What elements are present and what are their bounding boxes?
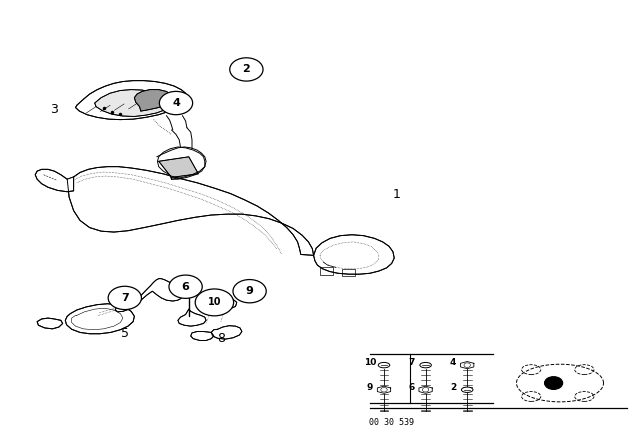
Polygon shape [67,167,314,255]
Circle shape [169,275,202,298]
Circle shape [159,91,193,115]
Text: 1: 1 [393,188,401,202]
Polygon shape [178,309,206,326]
Polygon shape [115,279,182,312]
Ellipse shape [420,362,431,368]
Text: 8: 8 [217,332,225,345]
Polygon shape [159,157,198,177]
Text: 9: 9 [246,286,253,296]
Polygon shape [314,235,394,274]
Text: 10: 10 [364,358,376,367]
Polygon shape [461,362,474,369]
Bar [342,269,355,276]
Circle shape [233,280,266,303]
Text: 9: 9 [367,383,373,392]
Polygon shape [37,318,63,329]
Text: 4: 4 [450,358,456,367]
Text: 10: 10 [207,297,221,307]
Text: 6: 6 [182,282,189,292]
Polygon shape [191,332,214,340]
Polygon shape [212,298,237,310]
Text: 6: 6 [408,383,415,392]
Text: 5: 5 [121,327,129,340]
Polygon shape [378,386,390,393]
Polygon shape [76,81,187,120]
Ellipse shape [378,362,390,368]
Text: 3: 3 [51,103,58,116]
Text: 7: 7 [121,293,129,303]
Text: 2: 2 [243,65,250,74]
Bar [320,267,333,275]
Circle shape [108,286,141,310]
Ellipse shape [461,387,473,392]
Circle shape [545,377,563,389]
Polygon shape [35,169,74,192]
Polygon shape [419,386,432,393]
Polygon shape [180,285,197,295]
Text: 2: 2 [450,383,456,392]
Polygon shape [95,90,169,116]
Polygon shape [65,304,134,334]
Text: 4: 4 [172,98,180,108]
Text: 7: 7 [408,358,415,367]
Polygon shape [211,326,242,339]
Circle shape [195,289,234,316]
Circle shape [230,58,263,81]
Polygon shape [134,90,172,111]
Text: 00 30 539: 00 30 539 [369,418,414,426]
